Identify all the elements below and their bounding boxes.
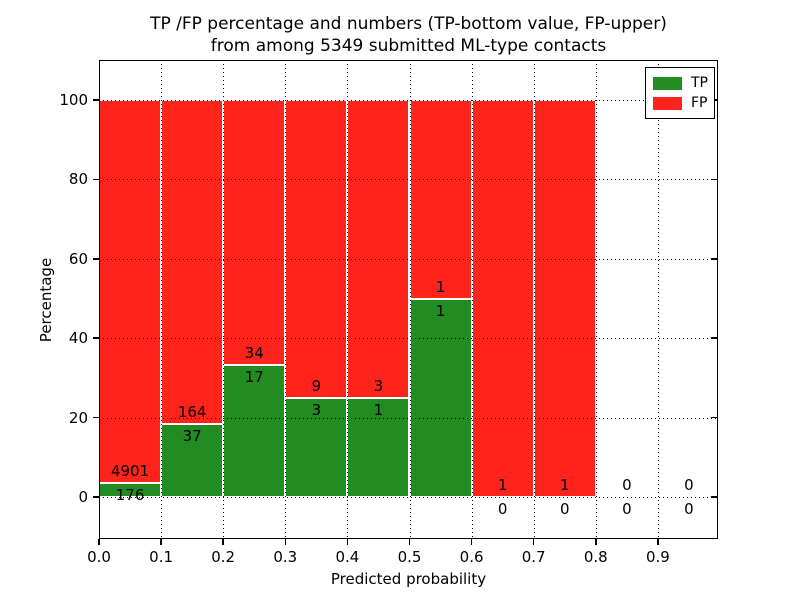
tp-count-label: 0 — [684, 500, 694, 518]
x-tick-label: 0.0 — [87, 548, 111, 566]
gridline-horizontal — [99, 338, 718, 340]
gridline-vertical — [533, 60, 535, 539]
gridline-vertical — [657, 60, 659, 539]
y-tick-mark-right — [710, 496, 717, 498]
gridline-vertical — [595, 60, 597, 539]
tp-count-label: 0 — [559, 500, 570, 518]
y-tick-label: 40 — [68, 329, 88, 348]
y-tick-mark-right — [710, 337, 717, 339]
x-tick-mark — [408, 539, 411, 545]
y-tick-label: 100 — [59, 91, 88, 109]
tp-count-label: 1 — [373, 400, 384, 419]
x-tick-mark — [284, 539, 287, 545]
chart-title-line2: from among 5349 submitted ML-type contac… — [210, 36, 607, 56]
fp-count-label: 0 — [684, 476, 694, 494]
x-tick-mark — [470, 539, 473, 545]
bar-segment-fp — [533, 100, 596, 497]
tp-count-label: 37 — [182, 426, 202, 445]
fp-count-label: 4901 — [110, 462, 150, 481]
tp-count-label: 1 — [435, 301, 446, 320]
y-tick-mark — [93, 178, 99, 181]
x-tick-mark — [532, 539, 535, 545]
x-tick-mark — [98, 539, 100, 545]
fp-count-label: 9 — [311, 376, 322, 395]
x-tick-label: 0.4 — [335, 548, 360, 566]
x-tick-mark — [595, 539, 597, 545]
bar-segment-fp — [347, 100, 410, 398]
x-tick-mark — [160, 539, 162, 545]
x-tick-label: 0.2 — [211, 548, 236, 566]
x-tick-label: 0.6 — [459, 548, 484, 566]
x-tick-label: 0.3 — [273, 548, 298, 566]
fp-count-label: 34 — [244, 343, 264, 362]
chart-title: TP /FP percentage and numbers (TP-bottom… — [99, 13, 718, 57]
x-tick-mark — [657, 539, 659, 545]
fp-count-label: 0 — [622, 476, 632, 494]
bar-segment-fp — [471, 100, 534, 497]
bar-segment-fp — [99, 100, 162, 484]
y-tick-mark-right — [710, 416, 717, 419]
gridline-vertical — [161, 60, 163, 539]
fp-count-label: 3 — [373, 376, 384, 395]
y-tick-label: 0 — [78, 488, 88, 506]
y-tick-mark-right — [710, 178, 717, 181]
legend-swatch-tp — [653, 76, 682, 90]
legend-row: FP — [653, 93, 714, 113]
x-tick-mark — [346, 539, 349, 545]
y-tick-label: 20 — [68, 408, 88, 427]
bar-segment-fp — [223, 100, 286, 365]
bar-segment-fp — [409, 100, 472, 299]
bar-segment-tp — [161, 423, 224, 497]
fp-count-label: 164 — [177, 402, 207, 421]
plot-area: TP FP 4901 176 164 37 34 17 9 3 3 1 1 1 1 0 1 0 0 0 0 0 — [99, 60, 718, 539]
bar-segment-fp — [285, 100, 348, 398]
gridline-vertical — [347, 60, 349, 539]
y-tick-label: 80 — [68, 170, 88, 189]
gridline-horizontal — [99, 497, 718, 498]
gridline-horizontal — [99, 417, 718, 419]
y-tick-label: 60 — [68, 249, 88, 268]
fp-count-label: 1 — [435, 277, 446, 296]
x-tick-label: 0.8 — [583, 548, 608, 566]
legend-label: FP — [691, 95, 708, 111]
y-tick-mark — [93, 258, 99, 260]
x-axis-label: Predicted probability — [330, 570, 487, 588]
bar-segment-tp — [409, 298, 472, 497]
x-tick-mark — [222, 539, 224, 545]
legend: TP FP — [645, 67, 715, 119]
y-tick-mark — [93, 416, 99, 419]
gridline-horizontal — [99, 100, 718, 101]
gridline-vertical — [471, 60, 473, 539]
tp-count-label: 176 — [115, 486, 145, 505]
tp-count-label: 17 — [244, 367, 264, 386]
legend-swatch-fp — [653, 96, 682, 110]
y-tick-mark — [93, 337, 99, 339]
x-tick-label: 0.9 — [645, 548, 670, 566]
x-tick-label: 0.7 — [521, 548, 546, 566]
gridline-vertical — [285, 60, 287, 539]
gridline-vertical — [409, 60, 411, 539]
fp-count-label: 1 — [497, 476, 508, 494]
gridline-horizontal — [99, 179, 718, 181]
chart-title-line1: TP /FP percentage and numbers (TP-bottom… — [150, 14, 667, 34]
tp-count-label: 0 — [622, 500, 632, 518]
legend-row: TP — [653, 73, 714, 93]
gridline-vertical — [99, 60, 100, 539]
legend-label: TP — [691, 75, 708, 91]
gridline-horizontal — [99, 258, 718, 260]
gridline-vertical — [223, 60, 225, 539]
tp-count-label: 0 — [497, 500, 508, 518]
bar-segment-tp — [223, 364, 286, 497]
y-tick-mark — [93, 496, 99, 498]
y-tick-mark — [93, 99, 99, 101]
y-tick-mark-right — [710, 258, 717, 260]
bar-segment-fp — [161, 100, 224, 424]
fp-count-label: 1 — [559, 476, 570, 494]
x-tick-label: 0.1 — [149, 548, 174, 566]
x-tick-label: 0.5 — [397, 548, 422, 566]
tp-count-label: 3 — [311, 400, 322, 419]
